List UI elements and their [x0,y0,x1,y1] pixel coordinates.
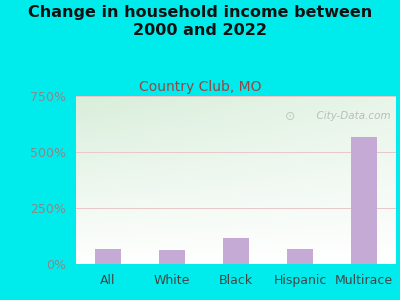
Text: City-Data.com: City-Data.com [310,111,390,121]
Text: Country Club, MO: Country Club, MO [139,80,261,94]
Text: Change in household income between
2000 and 2022: Change in household income between 2000 … [28,4,372,38]
Bar [350,137,378,264]
Bar [286,249,314,264]
Text: ⊙: ⊙ [285,110,296,123]
Bar [222,238,250,264]
Bar [94,249,122,264]
Bar [158,250,186,264]
